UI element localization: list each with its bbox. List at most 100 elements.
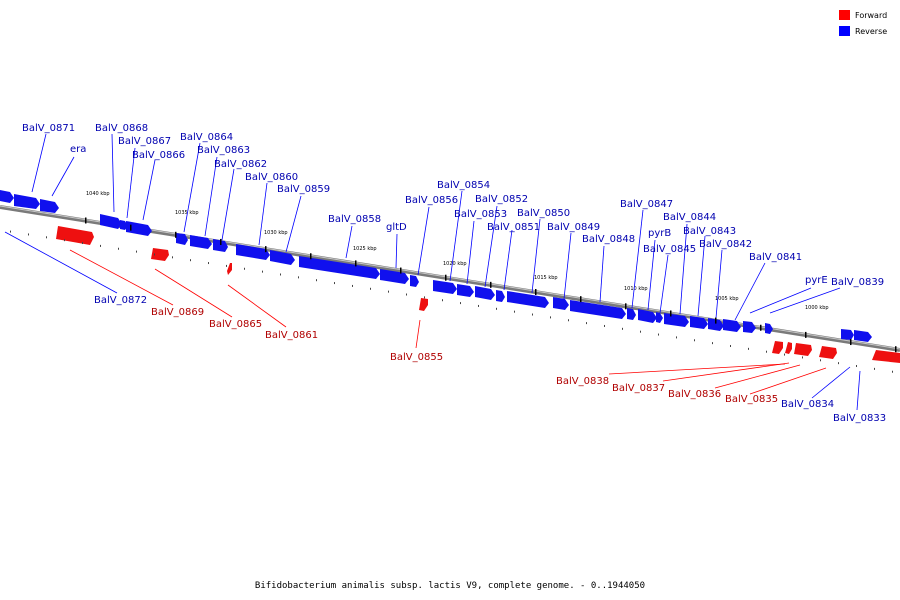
gene-arrow-reverse[interactable]	[854, 330, 872, 342]
gene-arrow-reverse[interactable]	[553, 297, 569, 310]
tick-label: 1025 kbp	[353, 246, 377, 252]
gene-label[interactable]: BalV_0855	[390, 352, 443, 363]
gene-label[interactable]: BalV_0839	[831, 277, 884, 288]
gene-arrow-reverse[interactable]	[0, 190, 14, 203]
gene-arrow-reverse[interactable]	[126, 221, 152, 236]
gene-label[interactable]: BalV_0860	[245, 172, 298, 183]
gene-arrow-reverse[interactable]	[690, 316, 708, 329]
gene-label[interactable]: BalV_0853	[454, 209, 507, 220]
axis-minor-tick	[460, 302, 461, 305]
gene-label[interactable]: BalV_0843	[683, 226, 736, 237]
gene-label[interactable]: BalV_0842	[699, 239, 752, 250]
gene-arrow-reverse[interactable]	[40, 199, 59, 213]
gene-arrow-reverse[interactable]	[14, 194, 40, 209]
axis-minor-tick	[532, 313, 533, 316]
gene-label[interactable]: BalV_0838	[556, 376, 609, 387]
gene-label[interactable]: BalV_0847	[620, 199, 673, 210]
gene-label[interactable]: BalV_0865	[209, 319, 262, 330]
gene-arrow-forward[interactable]	[419, 298, 428, 311]
gene-label[interactable]: BalV_0834	[781, 399, 834, 410]
gene-label[interactable]: BalV_0837	[612, 383, 665, 394]
gene-arrow-reverse[interactable]	[380, 269, 409, 284]
gene-label[interactable]: BalV_0835	[725, 394, 778, 405]
gene-arrow-reverse[interactable]	[570, 300, 626, 319]
gene-label[interactable]: BalV_0845	[643, 244, 696, 255]
gene-label[interactable]: BalV_0863	[197, 145, 250, 156]
gene-arrow-reverse[interactable]	[190, 235, 212, 249]
gene-label[interactable]: BalV_0856	[405, 195, 458, 206]
axis-minor-tick	[298, 276, 299, 279]
gene-arrow-reverse[interactable]	[638, 309, 657, 323]
gene-label[interactable]: BalV_0867	[118, 136, 171, 147]
gene-label[interactable]: BalV_0841	[749, 252, 802, 263]
axis-minor-tick	[568, 319, 569, 322]
gene-label[interactable]: BalV_0850	[517, 208, 570, 219]
axis-minor-tick	[406, 293, 407, 296]
gene-label[interactable]: BalV_0854	[437, 180, 490, 191]
gene-label[interactable]: BalV_0858	[328, 214, 381, 225]
gene-arrow-reverse[interactable]	[475, 286, 495, 300]
gene-label[interactable]: BalV_0864	[180, 132, 233, 143]
gene-arrow-reverse[interactable]	[708, 318, 724, 331]
axis-major-tick	[220, 238, 222, 245]
gene-arrow-forward[interactable]	[872, 350, 900, 363]
gene-label[interactable]: BalV_0868	[95, 123, 148, 134]
axis-minor-tick	[28, 233, 29, 236]
gene-label[interactable]: BalV_0852	[475, 194, 528, 205]
gene-arrow-reverse[interactable]	[433, 280, 457, 294]
axis-minor-tick	[262, 270, 263, 273]
gene-arrow-forward[interactable]	[819, 346, 837, 359]
gene-arrow-reverse[interactable]	[457, 284, 474, 297]
gene-arrow-forward[interactable]	[794, 343, 812, 356]
gene-arrow-reverse[interactable]	[841, 329, 854, 340]
gene-label[interactable]: BalV_0859	[277, 184, 330, 195]
gene-arrow-reverse[interactable]	[100, 214, 122, 229]
axis-minor-tick	[748, 347, 749, 350]
gene-arrow-reverse[interactable]	[507, 291, 549, 308]
gene-arrow-reverse[interactable]	[765, 323, 773, 334]
gene-label[interactable]: BalV_0861	[265, 330, 318, 341]
gene-label[interactable]: BalV_0866	[132, 150, 185, 161]
axis-minor-tick	[838, 362, 839, 365]
forward-swatch	[839, 10, 850, 20]
gene-arrow-reverse[interactable]	[627, 308, 636, 320]
gene-arrow-reverse[interactable]	[213, 239, 228, 252]
gene-label[interactable]: BalV_0836	[668, 389, 721, 400]
gene-arrow-reverse[interactable]	[270, 250, 295, 265]
gene-arrow-forward[interactable]	[785, 342, 792, 354]
gene-label[interactable]: era	[70, 144, 86, 155]
gene-label[interactable]: BalV_0872	[94, 295, 147, 306]
gene-arrow-reverse[interactable]	[664, 313, 689, 327]
gene-label[interactable]: BalV_0862	[214, 159, 267, 170]
axis-minor-tick	[694, 339, 695, 342]
axis-major-tick	[265, 246, 267, 253]
gene-label[interactable]: BalV_0869	[151, 307, 204, 318]
gene-arrow-reverse[interactable]	[176, 233, 188, 245]
gene-label[interactable]: gltD	[386, 222, 407, 233]
gene-label[interactable]: BalV_0849	[547, 222, 600, 233]
gene-arrow-reverse[interactable]	[723, 319, 741, 332]
gene-label[interactable]: BalV_0833	[833, 413, 886, 424]
gene-arrow-forward[interactable]	[772, 341, 783, 354]
gene-label[interactable]: BalV_0848	[582, 234, 635, 245]
gene-label[interactable]: BalV_0851	[487, 222, 540, 233]
axis-major-tick	[895, 346, 897, 353]
gene-arrow-forward[interactable]	[227, 263, 232, 275]
axis-minor-tick	[550, 316, 551, 319]
gene-label[interactable]: BalV_0871	[22, 123, 75, 134]
gene-arrow-reverse[interactable]	[743, 321, 756, 333]
gene-label[interactable]: BalV_0844	[663, 212, 716, 223]
gene-arrow-reverse[interactable]	[410, 275, 419, 287]
gene-label[interactable]: pyrB	[648, 228, 671, 239]
gene-label[interactable]: pyrE	[805, 275, 828, 286]
gene-arrow-reverse[interactable]	[656, 312, 663, 323]
gene-arrow-reverse[interactable]	[299, 256, 380, 279]
gene-arrow-reverse[interactable]	[496, 290, 505, 302]
gene-arrow-forward[interactable]	[151, 248, 169, 261]
forward-gene-labels: BalV_0869 BalV_0865 BalV_0861 BalV_0855 …	[151, 307, 778, 405]
gene-arrow-reverse[interactable]	[236, 244, 270, 260]
tick-labels: 1040 kbp 1035 kbp 1030 kbp 1025 kbp 1020…	[86, 191, 829, 311]
axis-minor-tick	[424, 296, 425, 299]
gene-arrow-forward[interactable]	[56, 226, 94, 245]
axis-minor-tick	[622, 327, 623, 330]
